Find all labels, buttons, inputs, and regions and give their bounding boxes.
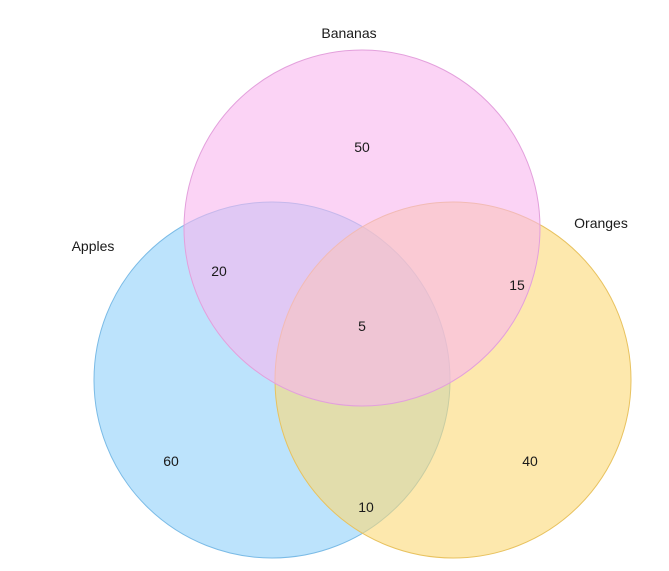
bananas-label: Bananas <box>321 25 376 41</box>
bananas-circle <box>183 49 541 407</box>
apples-oranges-count: 10 <box>358 499 374 515</box>
bananas-oranges-count: 15 <box>509 277 525 293</box>
all-three-count: 5 <box>358 318 366 334</box>
apples-label: Apples <box>72 238 115 254</box>
bananas-only-count: 50 <box>354 139 370 155</box>
apples-only-count: 60 <box>163 453 179 469</box>
oranges-label: Oranges <box>574 215 628 231</box>
apples-bananas-count: 20 <box>211 263 227 279</box>
oranges-only-count: 40 <box>522 453 538 469</box>
